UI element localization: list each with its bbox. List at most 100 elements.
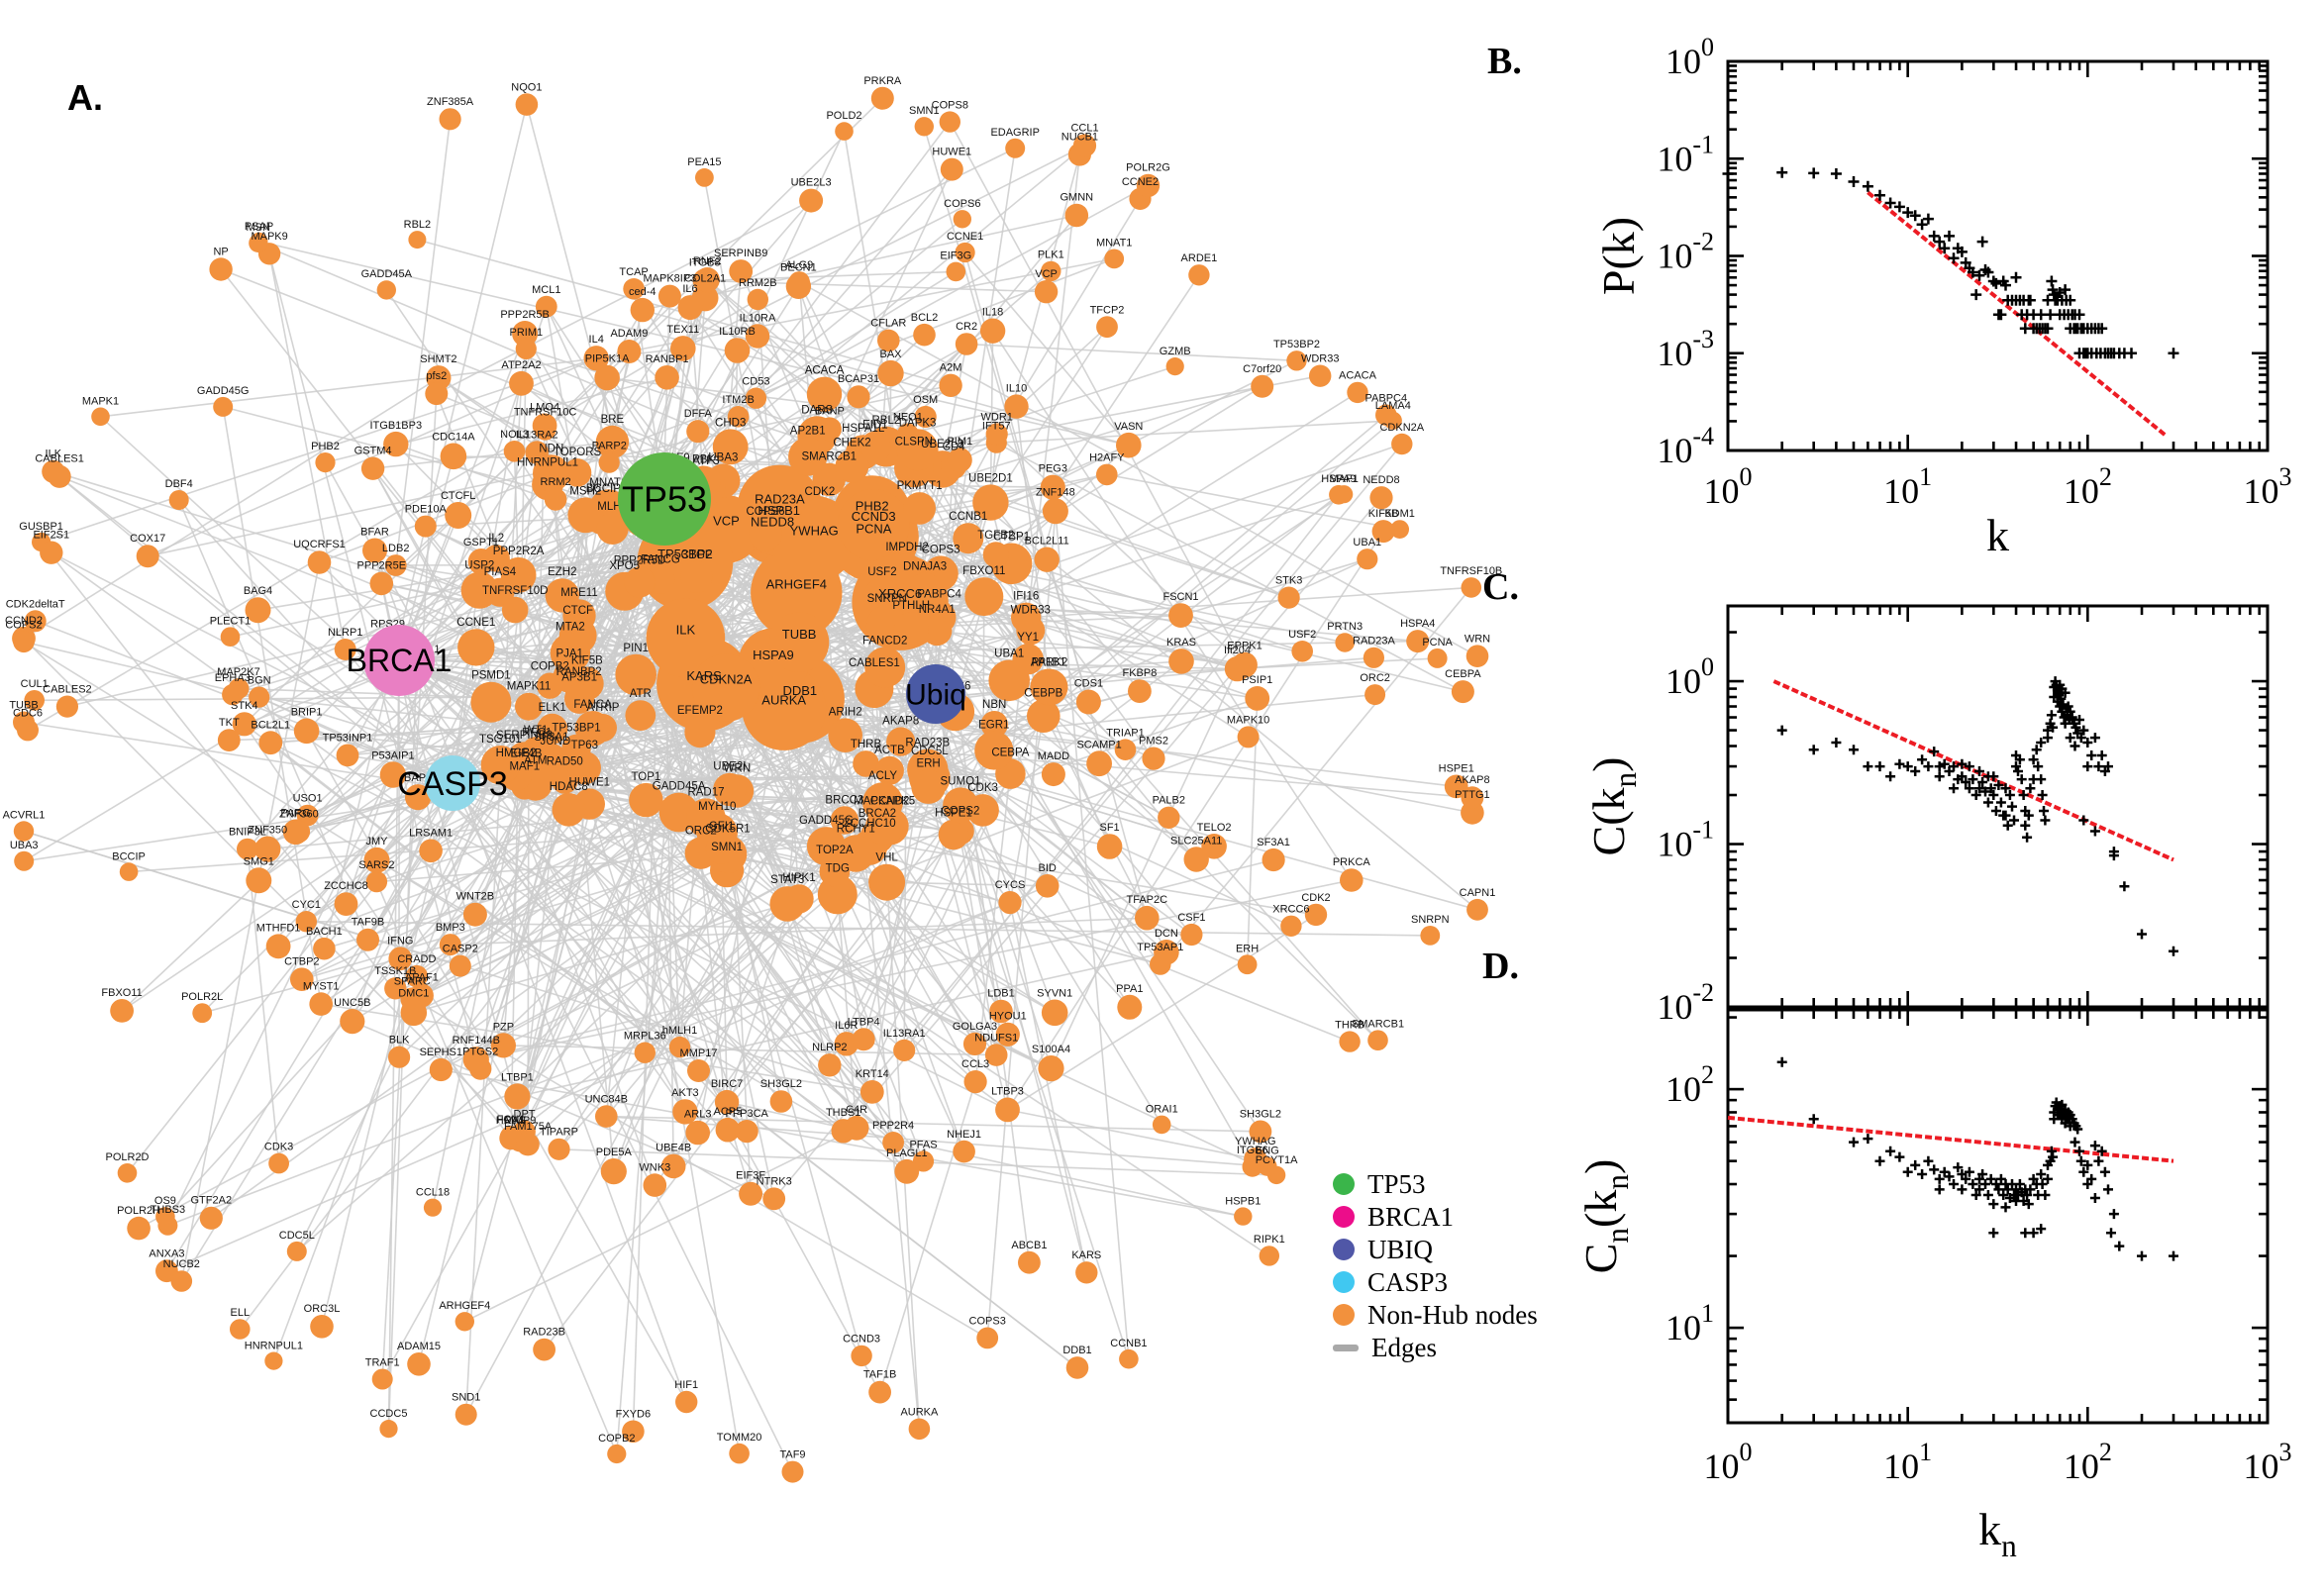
gene-node-label: FANCG — [641, 553, 680, 565]
gene-node — [296, 804, 319, 827]
edge — [983, 274, 1200, 598]
gene-node-label: TELO2 — [1197, 822, 1232, 834]
gene-node — [1119, 1348, 1139, 1369]
gene-node-label: GZMB — [1160, 346, 1191, 357]
gene-node-label: MNAT1 — [1096, 238, 1132, 249]
gene-node-label: CEBPA — [991, 747, 1029, 758]
gene-node — [1335, 485, 1354, 504]
edge — [773, 443, 1403, 1200]
gene-node — [989, 999, 1013, 1024]
gene-node-label: TSSK1B — [374, 965, 416, 977]
hub-layer: TP53 BRCA1 Ubiq CASP3 — [347, 452, 966, 811]
gene-node — [1142, 747, 1165, 770]
gene-node-label: ZCCHC10 — [844, 818, 896, 830]
gene-node — [595, 1105, 618, 1128]
edge — [306, 920, 1431, 937]
edge — [1007, 1109, 1256, 1160]
edge — [697, 184, 1149, 433]
gene-node-label: COPS3 — [969, 1315, 1006, 1327]
gene-node-label: CYC1 — [292, 899, 321, 911]
gene-node-label: ZCCHC8 — [324, 880, 368, 892]
panel-b-label: B. — [1487, 41, 1522, 82]
gene-node-label: USF2 — [867, 566, 896, 578]
gene-node-label: VHL — [875, 852, 898, 864]
gene-node-label: TP53AP1 — [1137, 942, 1183, 953]
gene-node — [249, 234, 268, 252]
gene-node — [1010, 602, 1042, 633]
gene-node-label: SH3GL2 — [760, 1078, 802, 1090]
legend-edge-swatch — [1333, 1344, 1359, 1351]
gene-node-label: CTCF — [562, 605, 593, 617]
gene-node-label: COPS2 — [5, 620, 42, 632]
gene-node — [336, 744, 359, 767]
edge — [178, 499, 748, 1133]
gene-node — [596, 512, 629, 546]
gene-node — [220, 627, 241, 647]
gene-node — [1038, 1055, 1064, 1082]
gene-node — [48, 464, 71, 488]
edge — [463, 1127, 858, 1323]
edge — [244, 723, 1078, 1369]
gene-node — [800, 498, 839, 536]
gene-node-label: CASP2 — [443, 944, 478, 955]
gene-node — [877, 359, 904, 387]
gene-node-label: TUBB — [9, 699, 38, 711]
gene-node — [998, 891, 1022, 915]
gene-node — [1451, 680, 1474, 704]
gene-node-label: AKAP8 — [882, 715, 919, 727]
tick-label: 102 — [2064, 1438, 2112, 1486]
gene-node-label: PRTN3 — [1327, 621, 1363, 633]
gene-node-label: SMG1 — [244, 855, 274, 867]
gene-node — [870, 86, 894, 110]
gene-node-label: PEA15 — [687, 156, 721, 168]
edge — [900, 693, 1375, 743]
gene-node — [1237, 726, 1260, 748]
gene-node-label: SND1 — [452, 1392, 480, 1404]
gene-node-label: APAF1 — [405, 972, 439, 984]
gene-node-label: ORC3L — [304, 1303, 341, 1315]
tick-label: 100 — [1666, 652, 1714, 701]
gene-node — [1304, 903, 1328, 927]
gene-node-label: TDG — [826, 862, 850, 874]
gene-node — [903, 492, 936, 525]
gene-node-label: MADD — [1038, 750, 1069, 762]
gene-node — [1086, 750, 1112, 777]
gene-node-label: DBF4 — [165, 478, 193, 490]
gene-node — [1096, 463, 1118, 486]
gene-node-label: UBE2L3 — [921, 439, 963, 450]
gene-node-label: UBE2I — [713, 761, 746, 773]
gene-node — [691, 653, 760, 722]
gene-node-label: ZNF385A — [427, 96, 474, 108]
edge — [1050, 668, 1239, 1069]
gene-node — [423, 1198, 443, 1217]
gene-node — [1165, 357, 1184, 376]
gene-node — [567, 750, 601, 785]
gene-node-label: PLECT1 — [210, 615, 252, 627]
gene-node — [851, 1345, 872, 1367]
gene-node — [365, 870, 388, 893]
gene-node-label: SNRPN — [1411, 914, 1450, 926]
gene-node-label: WT1 — [524, 725, 548, 737]
gene-node-label: SERPINB9 — [714, 248, 767, 259]
gene-node-label: CCND3 — [852, 509, 896, 524]
gene-node-label: ELK1 — [539, 702, 566, 714]
edge — [606, 1115, 1261, 1133]
gene-node-label: HYOU1 — [989, 1011, 1027, 1023]
gene-node-label: THBS3 — [151, 1204, 185, 1216]
gene-node-label: ILK — [46, 449, 62, 460]
legend-color-dot — [1333, 1206, 1355, 1228]
gene-node-label: CDK3 — [967, 782, 998, 794]
gene-node — [668, 1036, 691, 1058]
gene-node-label: XRCC6 — [878, 586, 922, 601]
gene-node-label: ORC2 — [1360, 672, 1390, 684]
gene-node-label: MAPK1 — [82, 396, 119, 408]
edge — [50, 551, 908, 1172]
gene-node-label: FCN1 — [497, 1114, 526, 1126]
gene-node — [911, 769, 946, 804]
gene-node — [1259, 1246, 1280, 1266]
gene-node-label: PPP3CA — [725, 1108, 768, 1120]
gene-node-label: IMPDH2 — [885, 542, 928, 553]
gene-node-label: OS9 — [154, 1195, 176, 1207]
gene-node — [192, 1003, 213, 1024]
gene-node — [480, 746, 521, 785]
